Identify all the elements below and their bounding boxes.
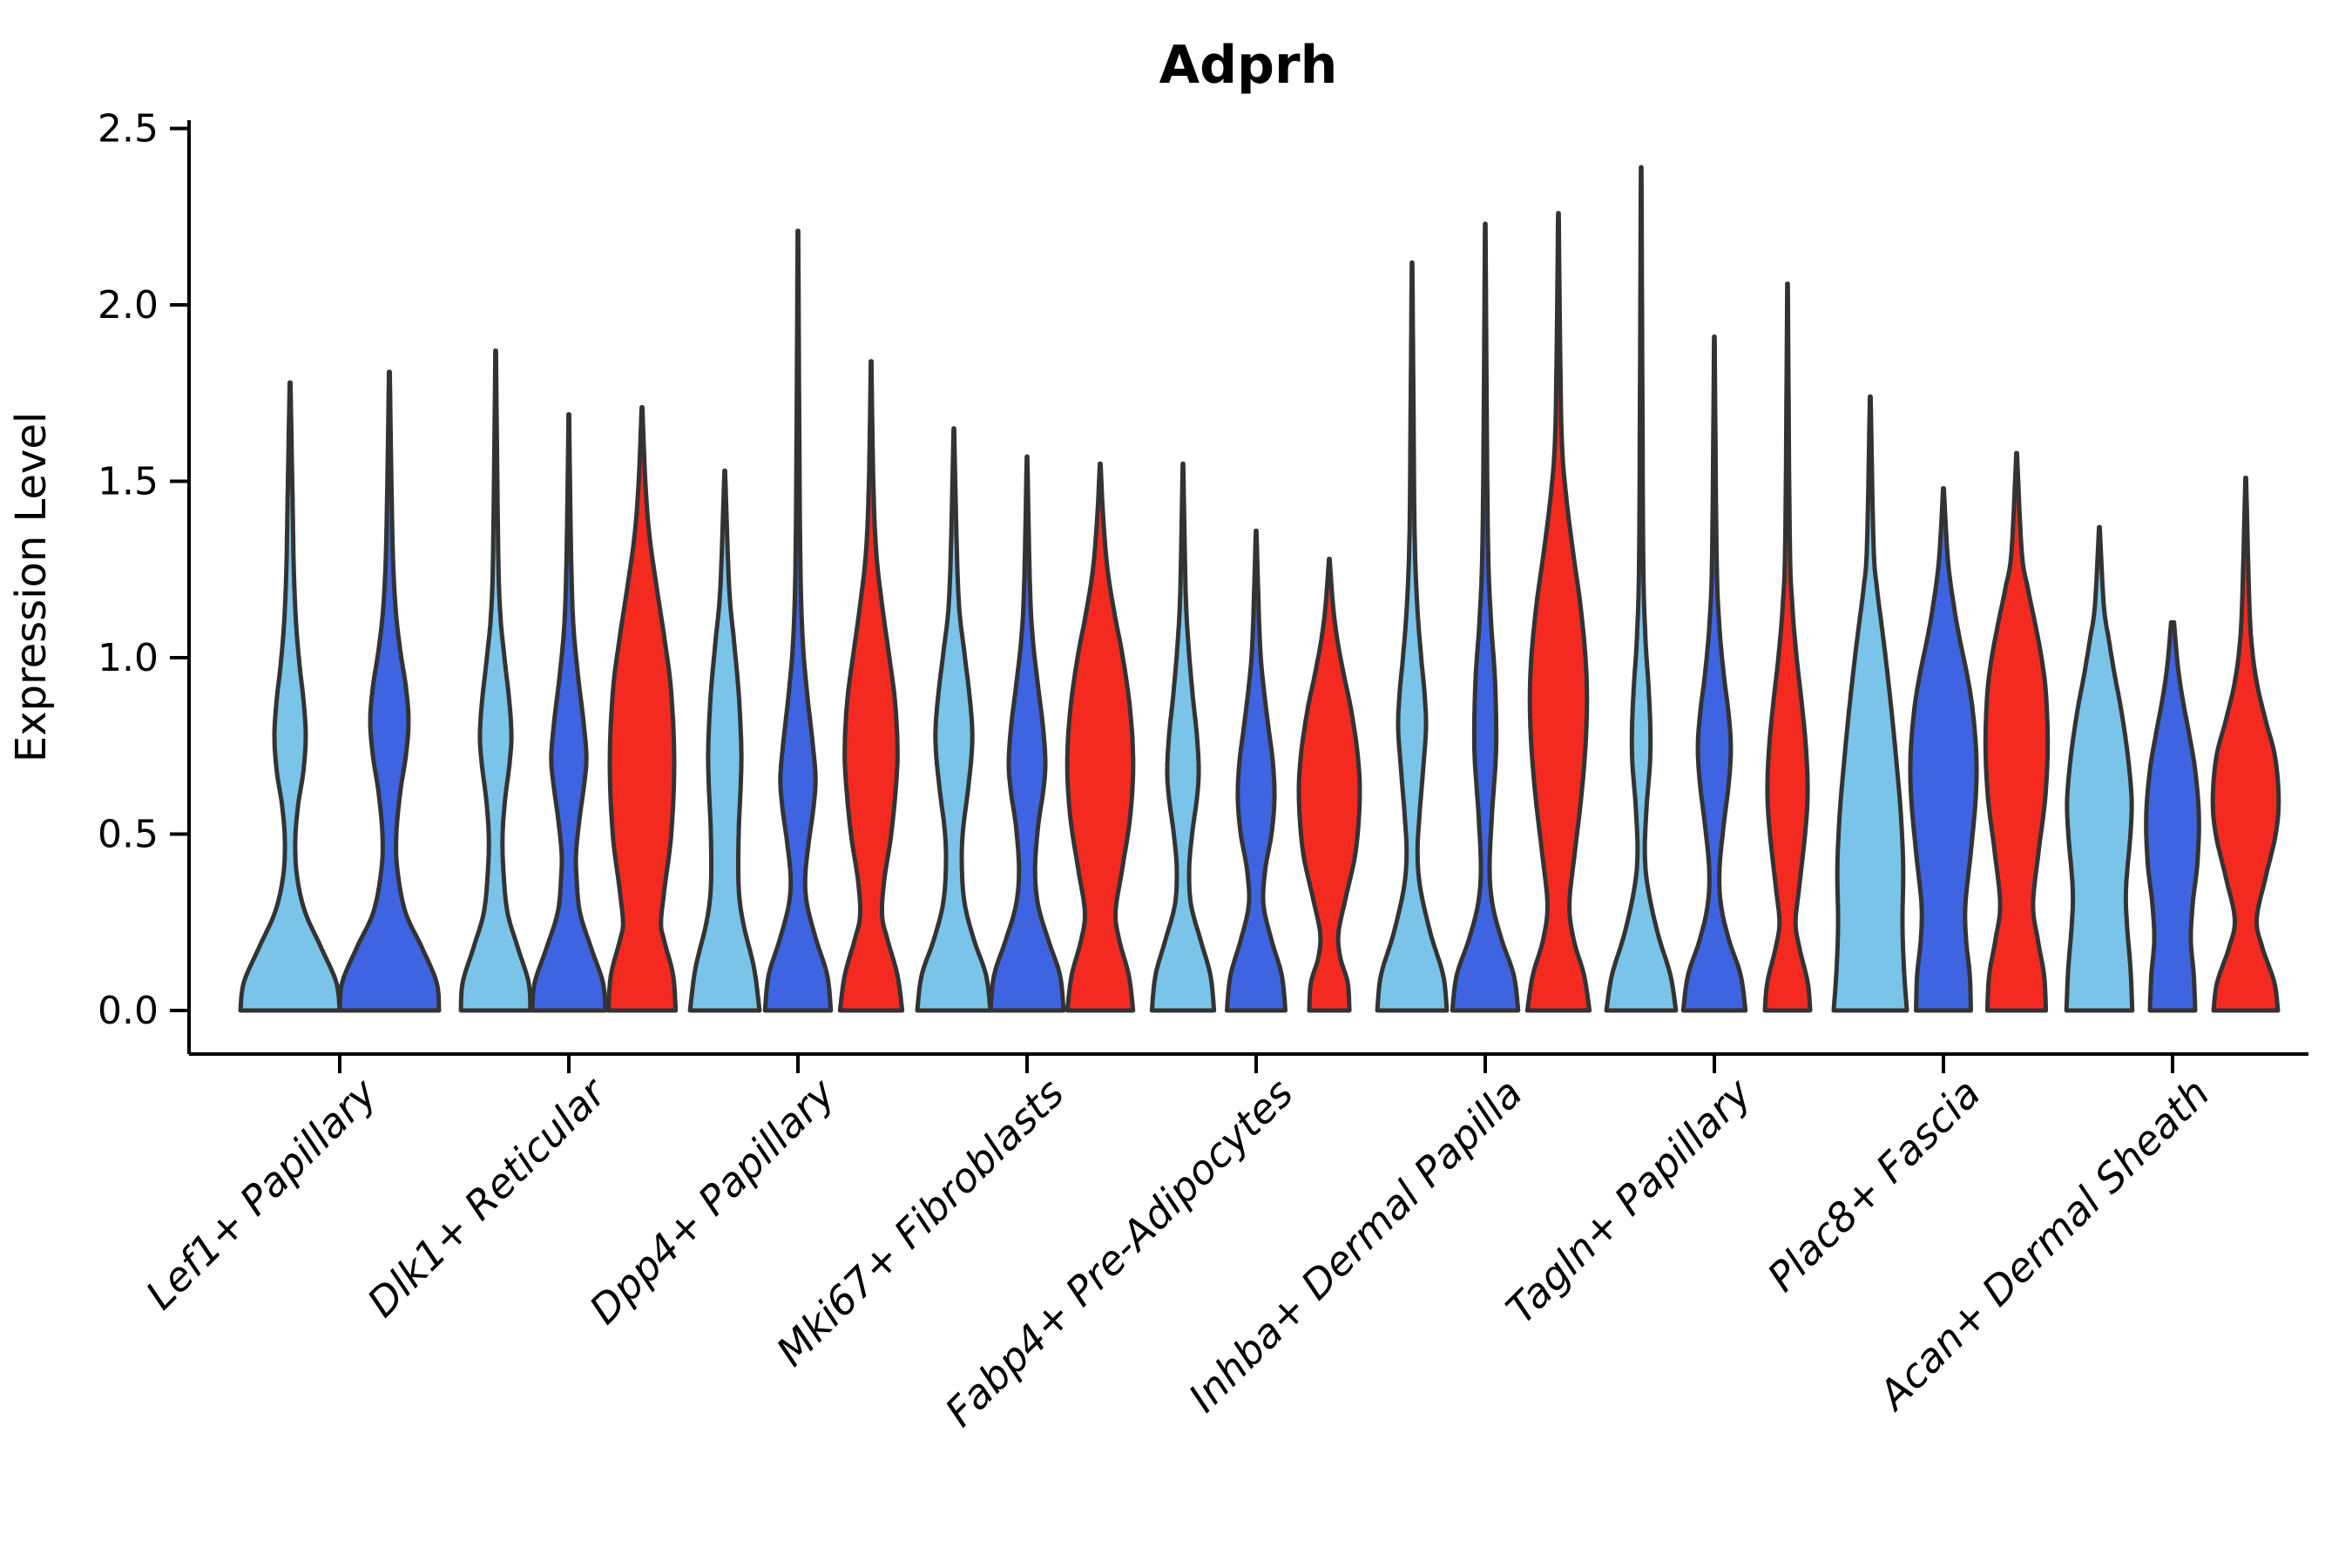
- y-tick-label: 1.0: [98, 636, 159, 680]
- x-tick-label-dpp4: Dpp4+ Papillary: [580, 1069, 844, 1333]
- y-tick-label: 1.5: [98, 460, 159, 504]
- violin-tagln-dark_blue: [1680, 335, 1748, 1013]
- y-tick-label: 2.5: [98, 107, 159, 152]
- violin-fabp4-dark_blue: [1224, 528, 1288, 1013]
- violin-mki67-dark_blue: [988, 454, 1066, 1013]
- violin-lef1-dark_blue: [337, 369, 442, 1013]
- violin-mki67-light_blue: [915, 426, 993, 1013]
- violin-tagln-light_blue: [1604, 165, 1679, 1013]
- violin-tagln-red: [1762, 281, 1813, 1013]
- x-tick-label-dlk1: Dlk1+ Reticular: [358, 1067, 617, 1326]
- violin-dlk1-red: [605, 405, 679, 1013]
- violin-fabp4-red: [1296, 557, 1362, 1013]
- violin-dpp4-dark_blue: [762, 228, 834, 1013]
- violin-fabp4-light_blue: [1149, 461, 1217, 1013]
- violin-acan-light_blue: [2064, 524, 2135, 1013]
- y-tick-label: 0.5: [98, 813, 159, 857]
- y-axis-label: Expression Level: [7, 412, 56, 763]
- violin-acan-dark_blue: [2144, 620, 2201, 1013]
- y-tick-label: 2.0: [98, 283, 159, 328]
- violin-dpp4-red: [837, 359, 905, 1013]
- violin-inhba-red: [1524, 211, 1592, 1013]
- violin-plac8-light_blue: [1831, 394, 1909, 1013]
- violin-dpp4-light_blue: [687, 468, 762, 1013]
- violin-dlk1-light_blue: [458, 348, 533, 1013]
- x-tick-label-lef1: Lef1+ Papillary: [137, 1069, 386, 1318]
- x-tick-label-tagln: Tagln+ Papillary: [1497, 1069, 1761, 1333]
- violin-series: [238, 165, 2281, 1013]
- violin-dlk1-dark_blue: [530, 412, 608, 1013]
- violin-inhba-dark_blue: [1450, 221, 1521, 1013]
- y-tick-label: 0.0: [98, 989, 159, 1033]
- violin-lef1-light_blue: [238, 380, 342, 1013]
- axes: [170, 120, 2308, 1073]
- violin-inhba-light_blue: [1375, 260, 1450, 1013]
- violin-mki67-red: [1064, 461, 1136, 1013]
- violin-plac8-red: [1983, 450, 2051, 1013]
- violin-plac8-dark_blue: [1908, 486, 1979, 1013]
- x-tick-label-plac8: Plac8+ Fascia: [1758, 1070, 1989, 1301]
- violin-acan-red: [2210, 476, 2281, 1013]
- chart-title: Adprh: [1159, 35, 1338, 96]
